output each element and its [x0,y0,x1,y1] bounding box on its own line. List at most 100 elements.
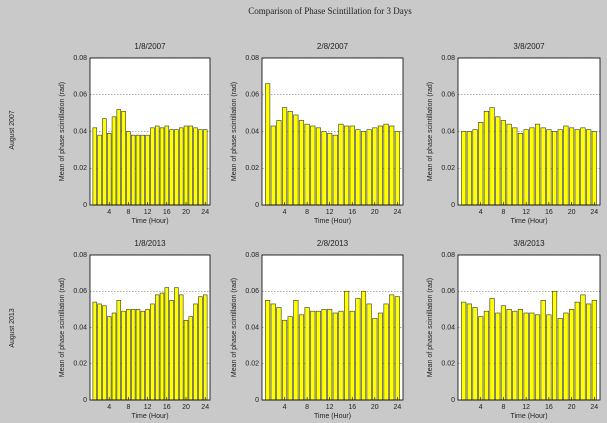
y-tick-label: 0.06 [73,288,87,295]
x-tick-label: 20 [371,404,379,411]
y-tick-label: 0.08 [441,252,455,259]
x-tick-label: 20 [568,209,576,216]
bar [466,131,472,206]
bar [150,127,155,206]
bar [489,298,495,401]
y-tick-label: 0.04 [441,324,455,331]
bar [106,316,112,401]
y-tick-label: 0.02 [245,165,259,172]
x-tick-label: 12 [326,209,334,216]
bar [169,300,174,401]
bar [116,300,122,401]
x-tick-label: 4 [479,209,483,216]
bar [377,125,383,206]
bar [574,301,580,401]
axes-box [89,57,211,206]
bar [92,301,98,401]
x-tick-label: 4 [107,209,111,216]
y-tick-label: 0.04 [245,324,259,331]
bar [506,123,512,206]
bar [310,125,316,206]
bar [349,125,355,206]
bar [591,300,597,401]
bar [540,127,546,206]
axes-box [261,57,404,206]
y-tick-label: 0.06 [441,92,455,99]
bar [483,110,489,206]
bar [276,120,282,206]
bar [591,131,597,206]
bar [355,129,361,206]
bar [298,314,305,401]
bar [512,310,518,401]
x-tick-label: 8 [501,209,505,216]
bar [282,107,288,206]
bar [140,310,146,401]
bar [366,303,372,401]
subplot-title: 1/8/2013 [134,239,166,248]
figure-title: Comparison of Phase Scintillation for 3 … [248,6,412,16]
row-label: August 2007 [9,110,16,149]
x-axis-label: Time (Hour) [131,218,168,225]
axes-box [457,254,601,401]
y-tick-label: 0.04 [73,128,87,135]
bar [569,309,575,401]
bar [461,131,467,206]
x-tick-label: 8 [501,404,505,411]
bar [360,131,367,206]
bar [304,123,310,206]
y-tick-label: 0.08 [245,55,259,62]
bar [372,127,378,206]
bar [377,312,383,401]
bar [135,309,141,401]
bar [472,307,478,401]
bar [159,292,165,401]
bar [116,109,122,206]
bar [580,127,586,206]
bar [145,309,150,401]
bar [154,294,160,401]
x-tick-label: 4 [283,209,287,216]
bar [500,305,507,401]
bar [540,300,546,401]
bar [580,294,586,401]
bar [461,301,467,401]
bar [270,125,276,206]
x-tick-label: 8 [126,209,130,216]
axes-box [261,254,404,401]
bar [383,123,389,206]
x-axis-label: Time (Hour) [510,218,547,225]
y-tick-label: 0 [83,397,87,404]
bar [529,127,535,206]
bar [102,118,107,206]
bar [92,127,98,206]
bar [557,129,563,206]
bar [130,134,136,206]
x-tick-label: 4 [107,404,111,411]
x-tick-label: 16 [545,209,553,216]
bar [164,125,170,206]
bar [140,134,146,206]
bar [265,83,271,206]
bar [193,127,198,206]
bar [265,300,271,401]
bar [500,120,507,206]
y-axis-label: Mean of phase scintillation (rad) [59,82,66,181]
bar [338,310,344,401]
bar [394,131,400,206]
bar [130,309,136,401]
y-tick-label: 0.02 [441,165,455,172]
x-tick-label: 20 [182,404,190,411]
bar [145,134,150,206]
x-tick-label: 20 [568,404,576,411]
bar [546,129,552,206]
bar [126,131,131,206]
y-tick-label: 0.06 [245,288,259,295]
bar [193,303,198,401]
x-axis-label: Time (Hour) [131,413,168,420]
subplot-title: 3/8/2007 [513,42,545,51]
bar [198,296,203,401]
x-tick-label: 24 [393,404,401,411]
bar [332,134,338,206]
